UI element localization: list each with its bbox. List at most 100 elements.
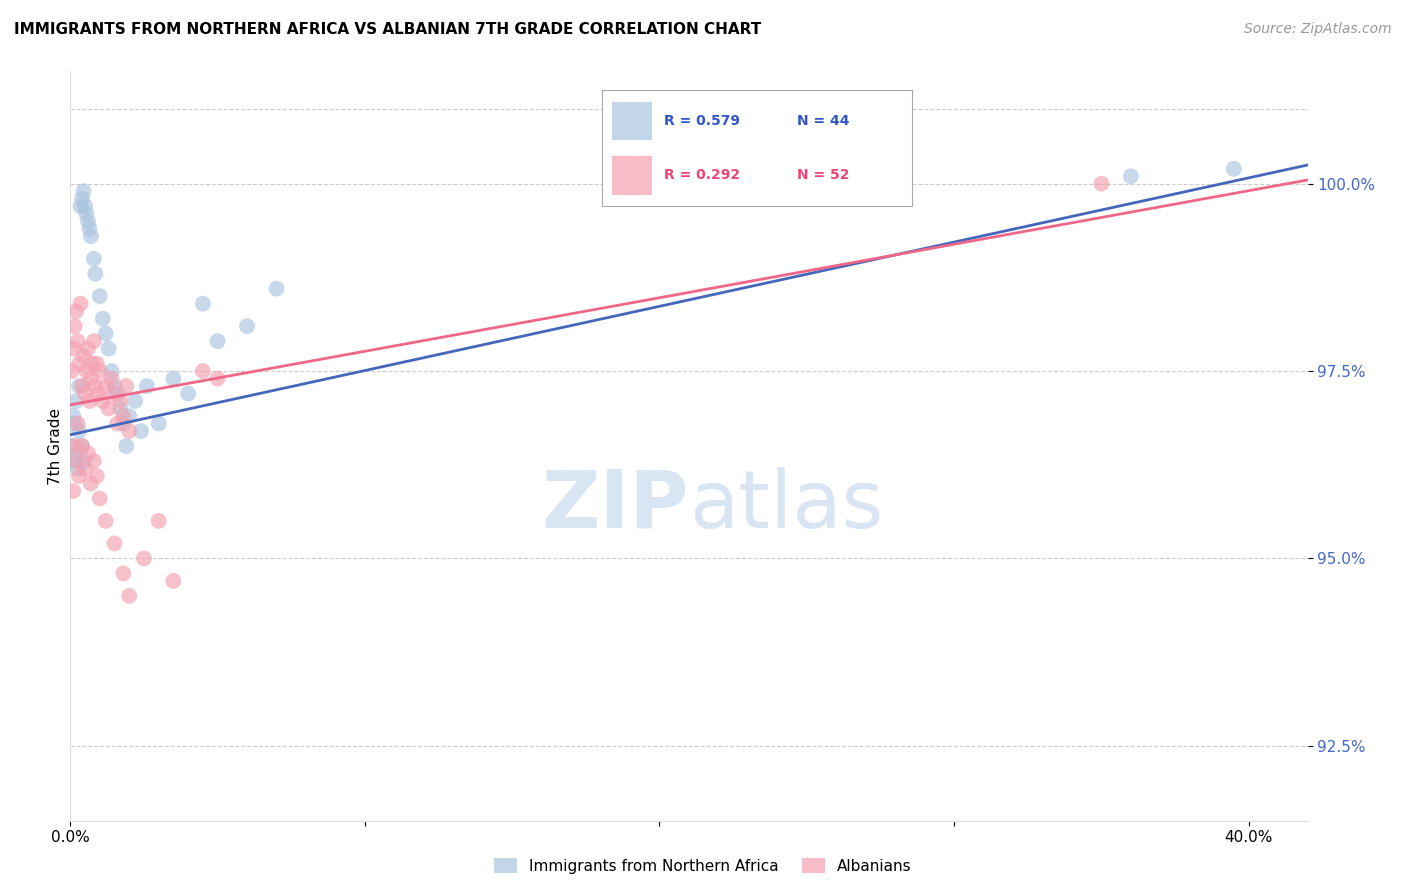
Point [66,334,89,348]
Point [1223,161,1246,176]
Point [191,296,214,310]
Point [118,409,141,423]
Point [89,289,111,303]
Point [135,379,157,393]
Point [191,364,214,378]
Point [89,491,111,506]
Point [103,536,125,550]
Point [80,476,103,491]
Point [72,349,94,363]
Point [72,184,94,198]
Point [73,386,96,401]
Point [83,252,105,266]
Point [129,424,152,438]
Point [162,574,184,588]
Point [115,439,138,453]
Point [65,446,87,460]
Point [66,461,89,475]
Point [79,221,101,235]
Point [62,483,84,498]
Point [65,304,87,318]
Point [207,334,229,348]
Point [69,296,91,310]
Point [70,439,93,453]
Point [77,214,100,228]
Point [177,386,200,401]
Point [70,379,93,393]
Point [67,379,90,393]
Point [107,417,129,431]
Point [84,379,107,393]
Point [63,319,86,334]
Text: Source: ZipAtlas.com: Source: ZipAtlas.com [1244,22,1392,37]
Point [84,267,107,281]
Point [97,342,120,356]
Point [79,394,101,409]
Point [86,357,108,371]
Point [77,342,100,356]
Point [91,394,114,409]
Point [87,386,110,401]
Point [207,371,229,385]
Point [89,364,111,378]
Point [83,454,105,468]
Point [62,454,84,468]
Point [112,566,135,581]
Point [107,386,129,401]
Point [91,311,114,326]
Point [73,199,96,213]
Point [77,446,100,460]
Point [80,371,103,385]
Point [112,417,135,431]
Point [94,514,117,528]
Point [103,379,125,393]
Point [82,357,104,371]
Point [1090,177,1112,191]
Point [69,199,91,213]
Point [112,409,135,423]
Point [236,319,259,334]
Point [103,386,125,401]
Point [62,409,84,423]
Point [83,334,105,348]
Text: ZIP: ZIP [541,467,689,545]
Text: IMMIGRANTS FROM NORTHERN AFRICA VS ALBANIAN 7TH GRADE CORRELATION CHART: IMMIGRANTS FROM NORTHERN AFRICA VS ALBAN… [14,22,761,37]
Point [67,424,90,438]
Point [76,364,98,378]
Point [80,229,103,244]
Y-axis label: 7th Grade: 7th Grade [48,408,63,484]
Point [94,326,117,341]
Point [62,342,84,356]
Point [266,282,288,296]
Point [97,401,120,416]
Point [115,379,138,393]
Point [72,454,94,468]
Text: atlas: atlas [689,467,883,545]
Point [60,439,83,453]
Point [100,364,122,378]
Point [67,357,90,371]
Point [100,371,122,385]
Point [1119,169,1142,184]
Legend: Immigrants from Northern Africa, Albanians: Immigrants from Northern Africa, Albania… [488,852,918,880]
Point [65,454,87,468]
Point [148,417,170,431]
Point [76,207,98,221]
Point [110,394,132,409]
Point [110,401,132,416]
Point [70,192,93,206]
Point [66,417,89,431]
Point [63,439,86,453]
Point [60,364,83,378]
Point [132,551,155,566]
Point [94,379,117,393]
Point [148,514,170,528]
Point [67,469,90,483]
Point [162,371,184,385]
Point [70,439,93,453]
Point [63,417,86,431]
Point [124,394,146,409]
Point [86,469,108,483]
Point [118,589,141,603]
Point [65,394,87,409]
